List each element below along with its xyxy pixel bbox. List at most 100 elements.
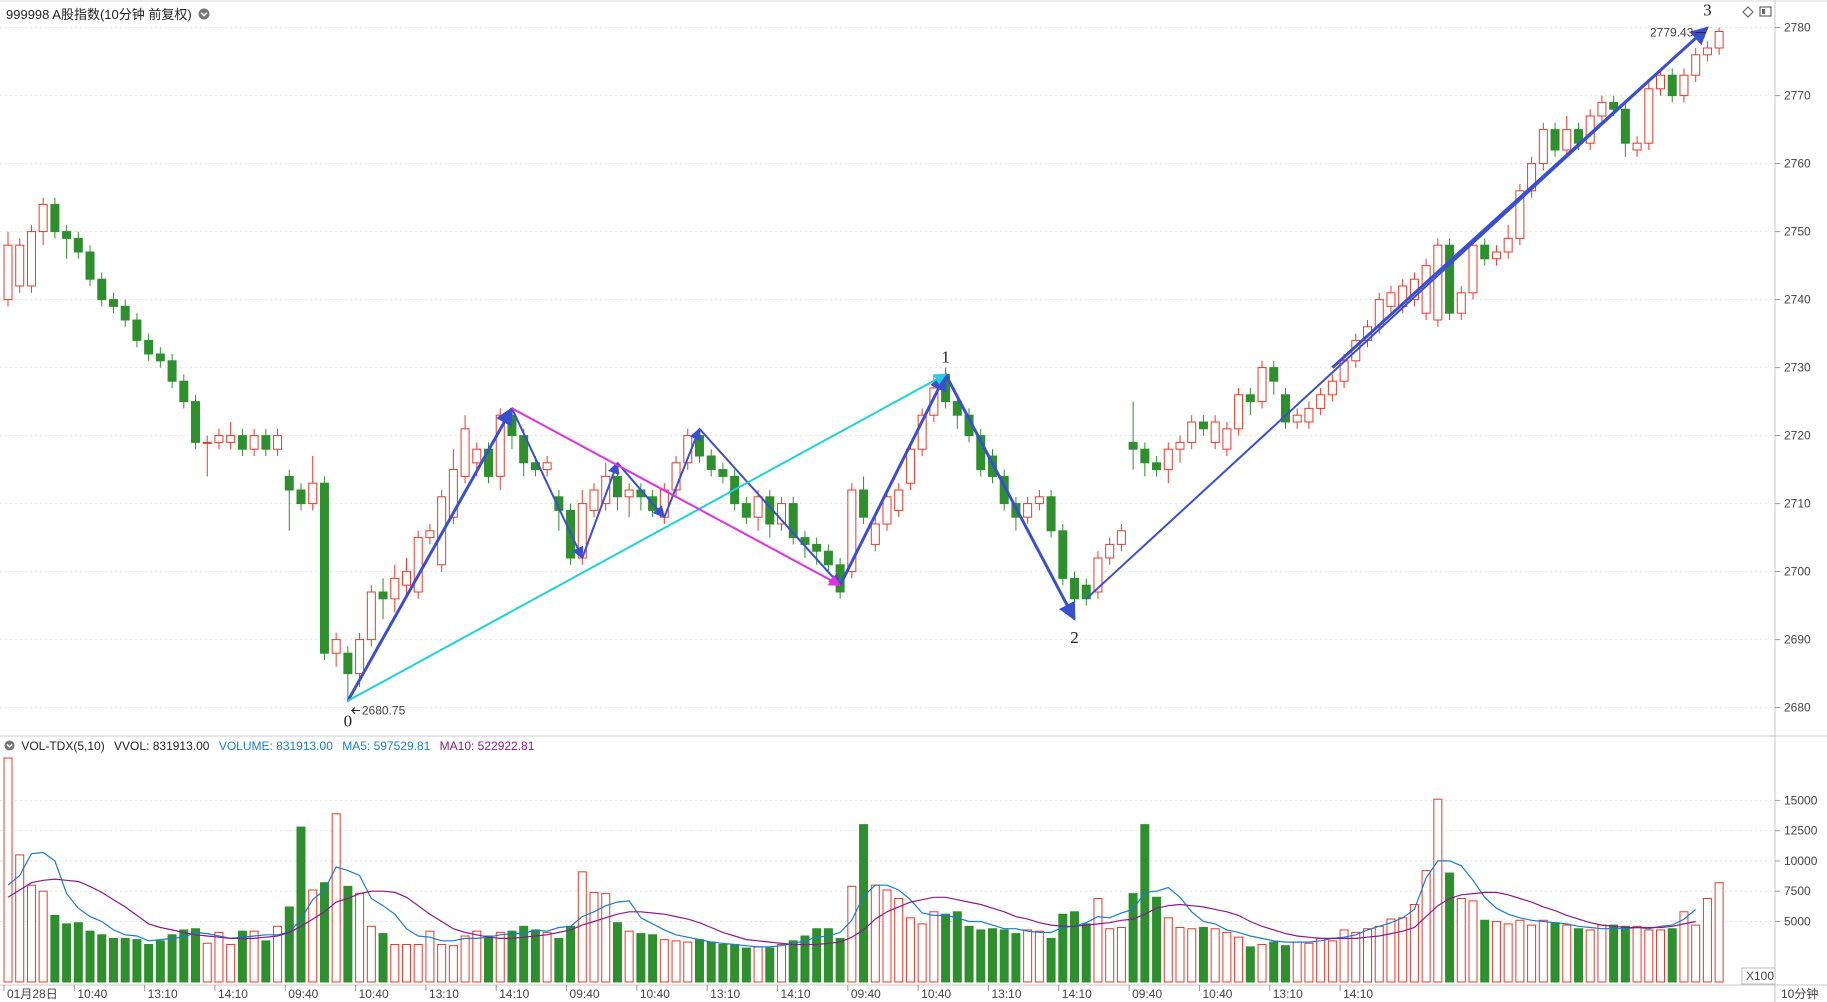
candle [1667,68,1677,103]
volume-bar-up [1316,937,1326,983]
vvol-value: VVOL: 831913.00 [114,739,210,753]
candle-body-down [859,489,869,518]
volume-bar-up [214,931,224,983]
candle-body-down [1245,394,1255,403]
candle [50,197,60,239]
candle [601,462,611,511]
candle [1280,388,1290,429]
wave-labels: 0 1 2 3 2680.75 2779.43 [344,1,1712,731]
wave-segment [838,372,947,586]
candle [366,585,376,647]
high-price-label: 2779.43 [1650,25,1694,39]
volume-bar-up [1597,924,1607,983]
volume-bar-down [1609,924,1619,983]
volume-bar-up [1327,940,1337,983]
candle-body-down [97,278,107,301]
candle [1491,245,1501,266]
candle [1128,401,1138,470]
candle [1187,415,1197,450]
time-tick-label: 13:10 [148,987,178,1001]
candle-body-down [999,475,1009,505]
candle-body-up [413,537,423,593]
volume-bar-down [718,943,728,983]
volume-bar-down [1573,928,1583,983]
volume-bar-down [144,943,154,983]
candle [1105,537,1115,565]
volume-bar-up [1105,928,1115,983]
volume-bar-up [390,943,400,983]
volume-bar-up [1222,931,1232,983]
chevron-down-icon[interactable] [4,740,15,751]
time-tick-label: 09:40 [1132,987,1162,1001]
volume-bar-up [753,946,763,983]
candle-body-down [296,489,306,505]
candlestick-series[interactable] [3,27,1724,703]
time-tick-label: 14:10 [499,987,529,1001]
candle [999,469,1009,511]
indicator-name[interactable]: VOL-TDX(5,10) [21,739,105,753]
time-tick-label: 09:40 [570,987,600,1001]
candle [38,197,48,246]
candle [97,272,107,307]
candle [249,428,259,456]
volume-bar-down [73,922,83,983]
volume-bar-down [1011,933,1021,983]
volume-bar-up [366,925,376,983]
diamond-icon[interactable] [1742,6,1754,18]
panel-toggle-icon[interactable] [1759,6,1772,17]
candle-body-up [1175,441,1185,450]
volume-value: VOLUME: 831913.00 [218,739,333,753]
candle-body-up [1222,428,1232,450]
candle [589,483,599,518]
candle [1702,41,1712,62]
candle-body-down [507,414,517,437]
volume-bar-up [273,925,283,983]
chevron-down-icon[interactable] [198,8,210,20]
candle [671,456,681,497]
volume-bar-up [355,893,365,983]
volume-bar-up [905,917,915,983]
volume-bar-up [495,931,505,983]
volume-bar-up [671,940,681,983]
volume-bar-down [1128,893,1138,983]
candle-body-down [1550,129,1560,151]
candle [319,476,329,660]
candle-body-down [1480,244,1490,260]
volume-bar-down [941,913,951,983]
candle [1210,415,1220,450]
candle [1714,27,1724,55]
candle-body-up [202,441,212,444]
candle-body-down [1198,421,1208,430]
candle-body-down [694,435,704,457]
wave-segment [944,373,1076,621]
candle [1163,442,1173,484]
candle [155,347,165,368]
top-right-icons[interactable] [1742,6,1772,18]
candle-body-up [870,523,880,545]
candle-body-up [1093,557,1103,593]
time-tick-label: 13:10 [710,987,740,1001]
volume-bar-down [1269,941,1279,983]
candle-body-up [1327,380,1337,396]
time-tick-label: 01月28日 [7,987,58,1001]
volume-bar-up [1034,930,1044,983]
volume-bar-down [566,925,576,983]
candle-body-up [401,571,411,586]
volume-bar-up [870,884,880,983]
candle-body-up [1644,88,1654,144]
volume-bars[interactable] [3,757,1724,983]
candle [237,428,247,456]
candle-body-up [355,639,365,675]
candle-body-up [1527,163,1537,192]
wave-segment [581,461,620,559]
candle [1550,122,1560,157]
candle-body-down [120,305,130,321]
candle-body-down [343,652,353,675]
candle [1480,238,1490,266]
candle [1538,122,1548,171]
volume-bar-up [1093,897,1103,983]
volume-bar-up [1702,897,1712,983]
candle-body-down [718,469,728,477]
volume-bar-up [1339,929,1349,983]
